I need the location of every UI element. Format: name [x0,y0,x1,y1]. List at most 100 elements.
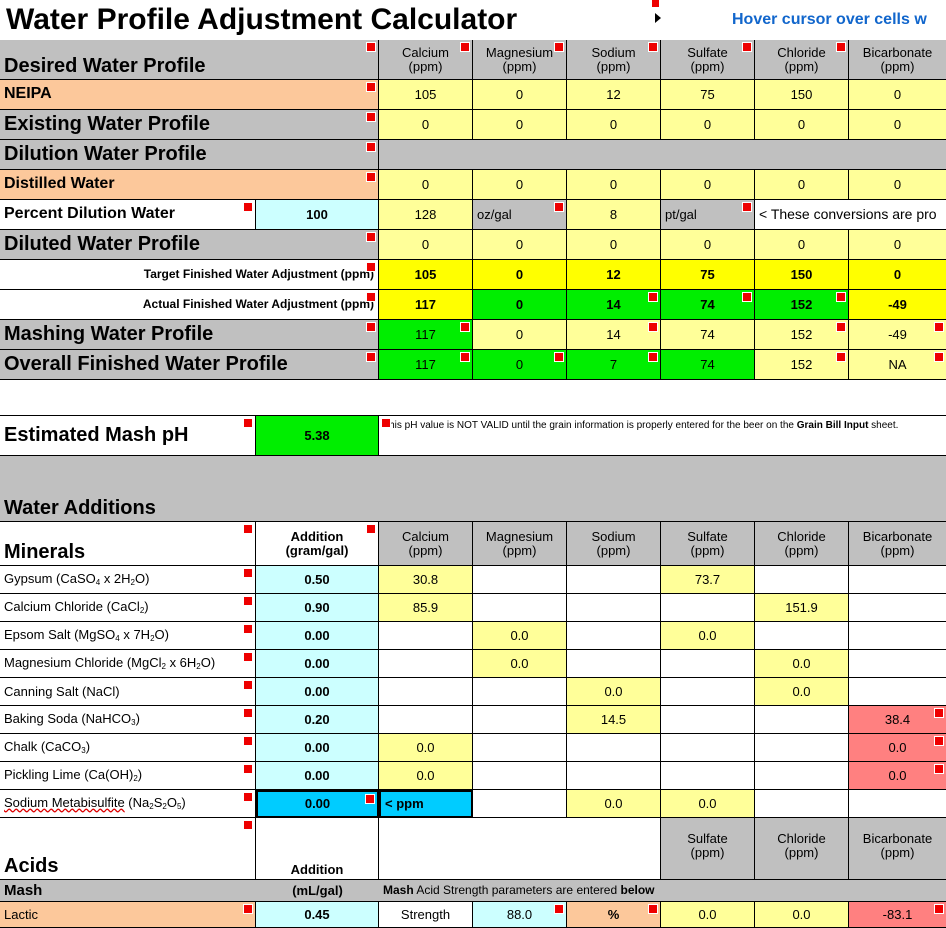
mineral-cl-value [755,734,849,762]
mineral-addition-input[interactable]: 0.20 [256,706,379,734]
mineral-hco3-value [849,678,946,706]
mineral-cl-value: 0.0 [755,650,849,678]
mineral-cl-value [755,622,849,650]
mineral-na-value [567,594,661,622]
lactic-strength-input[interactable]: 88.0 [473,902,567,928]
percent-dilution-input[interactable]: 100 [256,200,379,230]
target-sulfate: 75 [661,260,755,290]
mineral-addition-input[interactable]: 0.50 [256,566,379,594]
mineral-addition-input[interactable]: 0.00 [256,678,379,706]
desired-calcium: 105 [379,80,473,110]
mineral-mg-value: 0.0 [473,622,567,650]
conversion-pt-unit: pt/gal [661,200,755,230]
mineral-cl-value [755,706,849,734]
mineral-hco3-value: 38.4 [849,706,946,734]
existing-bicarbonate[interactable]: 0 [849,110,946,140]
actual-chloride: 152 [755,290,849,320]
dilution-label: Dilution Water Profile [0,140,379,170]
diluted-calcium: 0 [379,230,473,260]
mineral-addition-input[interactable]: 0.00 [256,650,379,678]
mineral-mg-value [473,734,567,762]
mashing-label: Mashing Water Profile [0,320,379,350]
existing-chloride[interactable]: 0 [755,110,849,140]
overall-chloride: 152 [755,350,849,380]
overall-label: Overall Finished Water Profile [0,350,379,380]
metabisulfite-bicarbonate [849,790,946,818]
dilution-gray-band [379,140,946,170]
dilution-source-select[interactable]: Distilled Water [0,170,379,200]
conversion-oz-unit: oz/gal [473,200,567,230]
mineral-so4-value [661,762,755,790]
acids-label: Acids [0,818,256,880]
mineral-hco3-value [849,594,946,622]
mineral-name: Gypsum (CaSO4 x 2H2O) [0,566,256,594]
lactic-sulfate: 0.0 [661,902,755,928]
dilution-sulfate: 0 [661,170,755,200]
target-label: Target Finished Water Adjustment (ppm) [0,260,379,290]
water-additions-title: Water Additions [0,456,946,522]
mineral-na-value: 0.0 [567,678,661,706]
existing-sodium[interactable]: 0 [567,110,661,140]
lactic-chloride: 0.0 [755,902,849,928]
existing-magnesium[interactable]: 0 [473,110,567,140]
acid-addition-header: Addition [256,818,379,880]
conversion-note: < These conversions are pro [755,200,946,230]
actual-magnesium: 0 [473,290,567,320]
desired-label: Desired Water Profile [0,40,379,80]
mineral-addition-input[interactable]: 0.00 [256,622,379,650]
mash-acid-label: Mash [0,880,256,902]
acid-header-bicarbonate: Bicarbonate (ppm) [849,818,946,880]
mineral-addition-input[interactable]: 0.90 [256,594,379,622]
minerals-label: Minerals [0,522,256,566]
overall-bicarbonate: NA [849,350,946,380]
acid-select-lactic[interactable]: Lactic [0,902,256,928]
mashing-sulfate: 74 [661,320,755,350]
mineral-cl-value: 151.9 [755,594,849,622]
mineral-hco3-value [849,566,946,594]
metabisulfite-sodium: 0.0 [567,790,661,818]
mineral-mg-value [473,566,567,594]
comment-marker[interactable] [652,0,659,7]
mineral-so4-value: 73.7 [661,566,755,594]
desired-sodium: 12 [567,80,661,110]
mineral-na-value [567,650,661,678]
existing-sulfate[interactable]: 0 [661,110,755,140]
mineral-ca-value: 30.8 [379,566,473,594]
mash-ph-note: This pH value is NOT VALID until the gra… [379,416,946,456]
metabisulfite-name: Sodium Metabisulfite (Na2S2O5) [0,790,256,818]
mineral-addition-input[interactable]: 0.00 [256,762,379,790]
mineral-cl-value: 0.0 [755,678,849,706]
mineral-mg-value [473,706,567,734]
conversion-pt-value: 8 [567,200,661,230]
mash-ph-label: Estimated Mash pH [0,416,256,456]
lactic-strength-unit[interactable]: % [567,902,661,928]
actual-calcium: 117 [379,290,473,320]
mashing-magnesium: 0 [473,320,567,350]
mineral-name: Magnesium Chloride (MgCl2 x 6H2O) [0,650,256,678]
percent-dilution-label: Percent Dilution Water [0,200,256,230]
existing-calcium[interactable]: 0 [379,110,473,140]
mineral-mg-value [473,762,567,790]
conversion-oz-value: 128 [379,200,473,230]
mineral-hco3-value: 0.0 [849,762,946,790]
header-calcium: Calcium (ppm) [379,40,473,80]
mineral-hco3-value [849,622,946,650]
mineral-ca-value: 85.9 [379,594,473,622]
mineral-hco3-value: 0.0 [849,734,946,762]
style-select[interactable]: NEIPA [0,80,379,110]
diluted-sodium: 0 [567,230,661,260]
diluted-label: Diluted Water Profile [0,230,379,260]
mineral-header-chloride: Chloride (ppm) [755,522,849,566]
metabisulfite-addition-input[interactable]: 0.00 [256,790,379,818]
mash-acid-unit: (mL/gal) [256,880,379,902]
mineral-na-value: 14.5 [567,706,661,734]
overall-sulfate: 74 [661,350,755,380]
target-chloride: 150 [755,260,849,290]
lactic-addition-input[interactable]: 0.45 [256,902,379,928]
mineral-addition-input[interactable]: 0.00 [256,734,379,762]
mineral-addition-header: Addition (gram/gal) [256,522,379,566]
desired-chloride: 150 [755,80,849,110]
hover-instruction: Hover cursor over cells w [732,11,927,28]
actual-sodium: 14 [567,290,661,320]
target-calcium: 105 [379,260,473,290]
